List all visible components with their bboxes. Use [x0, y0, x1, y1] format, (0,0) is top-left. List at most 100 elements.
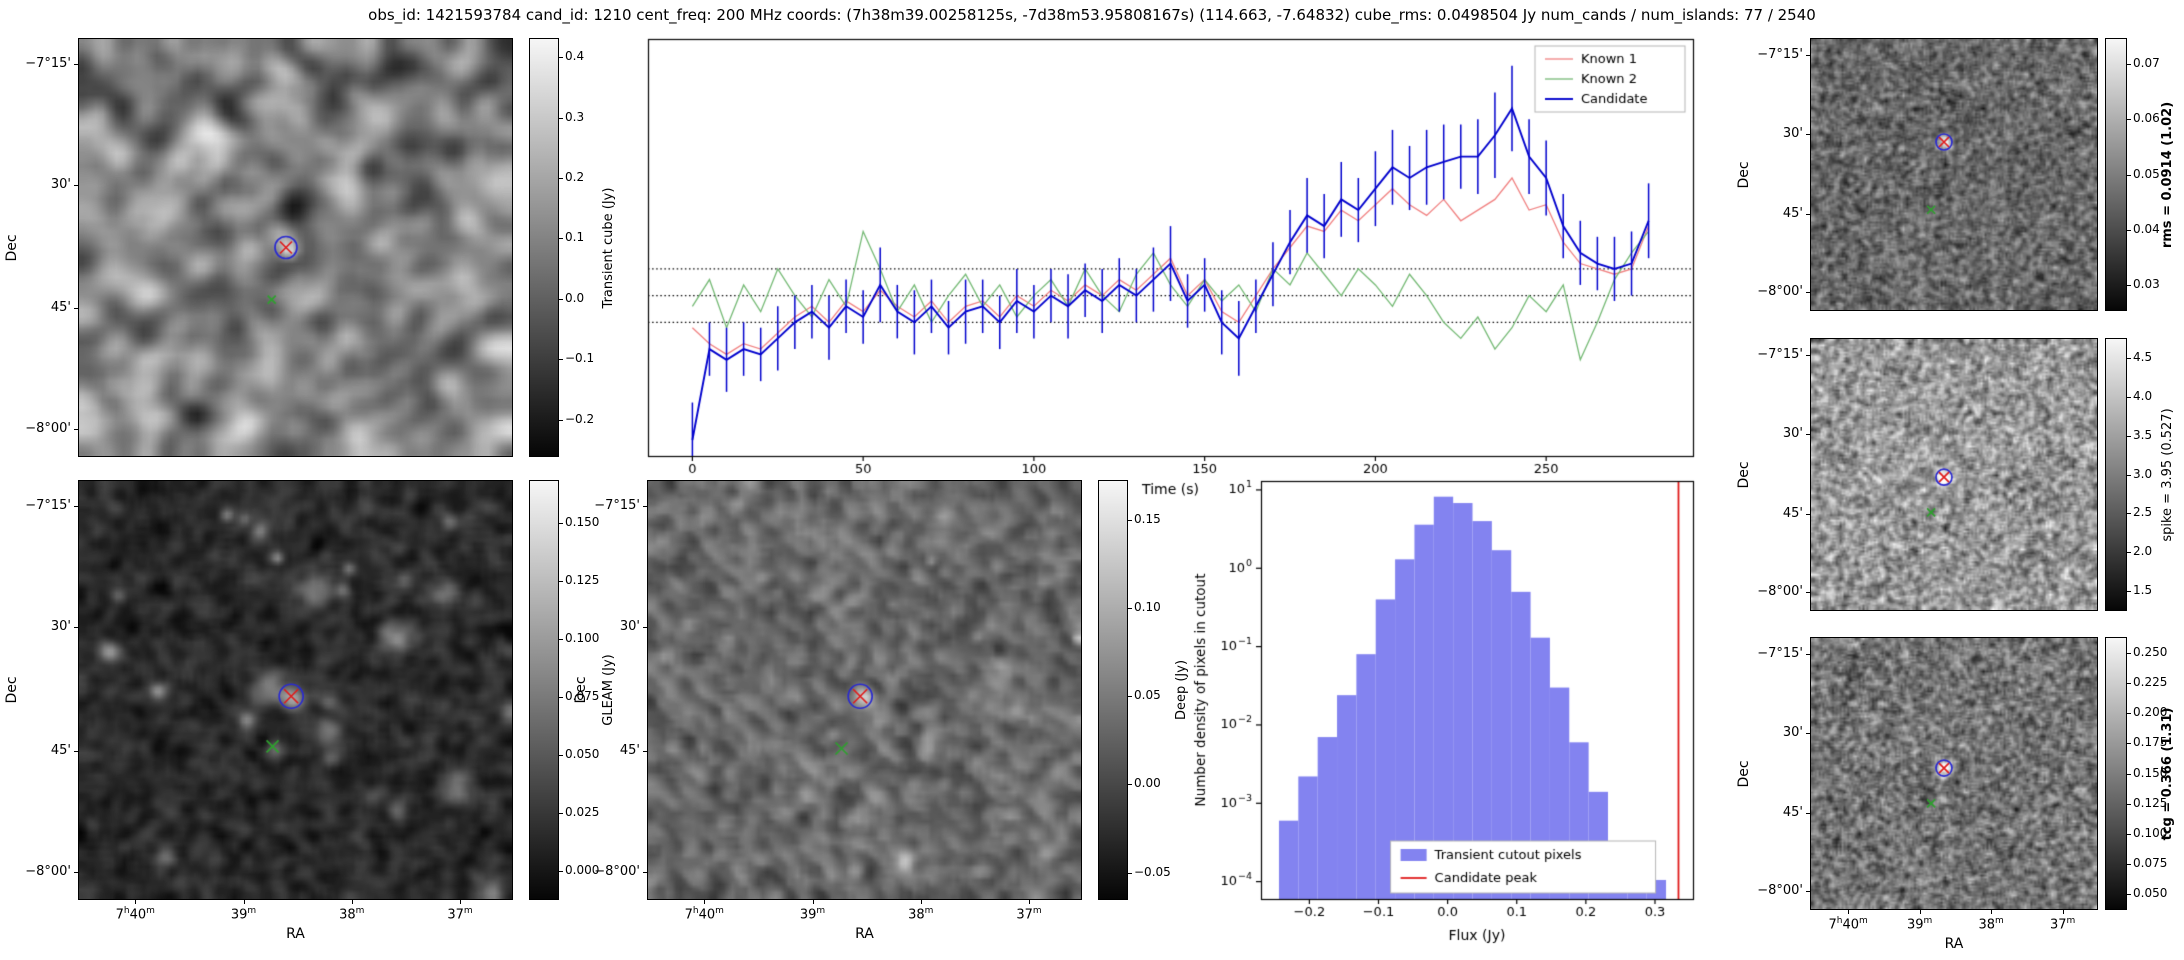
deep-y-axis-label: Dec: [573, 676, 589, 704]
tcg-colorbar-label: tcg = 0.366 (1.31): [2160, 707, 2175, 840]
spike-dec-tick-label: 45': [1782, 505, 1803, 521]
gleam-dec-tick-label: 30': [50, 619, 71, 635]
deep-ra-tick-label: 7h40m: [684, 906, 724, 923]
spike-colorbar-tickmark: [2127, 435, 2131, 437]
gleam-colorbar-tickmark: [559, 522, 563, 524]
spike-colorbar: [2105, 338, 2127, 611]
transient-cube-dec-tick-label: −8°00': [25, 420, 71, 436]
deep-colorbar-tickmark: [1128, 696, 1132, 698]
spike-colorbar-tick-label: 2.0: [2133, 543, 2153, 558]
tcg-dec-tickmark: [1806, 732, 1811, 734]
tcg-sky-image: [1810, 637, 2098, 910]
transient-cube-dec-tick-label: −7°15': [25, 56, 71, 72]
spike-colorbar-tickmark: [2127, 551, 2131, 553]
tcg-ra-tickmark: [1919, 909, 1921, 914]
tcg-colorbar-tick-label: 0.175: [2133, 735, 2168, 750]
rms-colorbar-tick-label: 0.03: [2133, 277, 2160, 292]
spike-colorbar-tickmark: [2127, 513, 2131, 515]
spike-dec-tickmark: [1806, 513, 1811, 515]
deep-x-axis-label: RA: [855, 926, 874, 942]
spike-y-axis-label: Dec: [1736, 460, 1752, 489]
transient-cube-colorbar-tickmark: [559, 298, 563, 300]
spike-colorbar-tickmark: [2127, 590, 2131, 592]
deep-ra-tickmark: [704, 899, 706, 904]
gleam-colorbar-tickmark: [559, 755, 563, 757]
transient-cube-colorbar-tickmark: [559, 57, 563, 59]
tcg-dec-tickmark: [1806, 891, 1811, 893]
rms-dec-tick-label: 45': [1782, 205, 1803, 221]
transient-cube-sky-image: [78, 38, 513, 457]
tcg-dec-tickmark: [1806, 654, 1811, 656]
gleam-sky-image: [78, 480, 513, 900]
gleam-dec-tickmark: [74, 750, 79, 752]
deep-colorbar-tick-label: 0.00: [1134, 776, 1161, 791]
gleam-colorbar-tick-label: 0.025: [565, 805, 600, 820]
deep-colorbar-tickmark: [1128, 519, 1132, 521]
rms-dec-tickmark: [1806, 55, 1811, 57]
gleam-dec-tickmark: [74, 871, 79, 873]
deep-ra-tickmark: [920, 899, 922, 904]
rms-colorbar: [2105, 38, 2127, 311]
gleam-ra-tickmark: [460, 899, 462, 904]
spike-colorbar-tick-label: 4.0: [2133, 389, 2153, 404]
tcg-colorbar-tickmark: [2127, 894, 2131, 896]
rms-colorbar-tickmark: [2127, 174, 2131, 176]
deep-ra-tickmark: [1029, 899, 1031, 904]
transient-cube-dec-tickmark: [74, 64, 79, 66]
gleam-ra-tickmark: [243, 899, 245, 904]
deep-dec-tickmark: [643, 506, 648, 508]
gleam-dec-tickmark: [74, 506, 79, 508]
rms-colorbar-tickmark: [2127, 63, 2131, 65]
tcg-dec-tick-label: −8°00': [1757, 883, 1803, 899]
spike-colorbar-tickmark: [2127, 358, 2131, 360]
deep-colorbar-tick-label: 0.05: [1134, 688, 1161, 703]
transient-cube-colorbar-tick-label: 0.2: [565, 170, 585, 184]
transient-cube-dec-tickmark: [74, 184, 79, 186]
gleam-ra-tickmark: [135, 899, 137, 904]
gleam-colorbar: [529, 480, 559, 900]
deep-dec-tick-label: 30': [619, 619, 640, 635]
tcg-colorbar-tick-label: 0.100: [2133, 825, 2168, 840]
rms-dec-tick-label: 30': [1782, 125, 1803, 141]
rms-colorbar-tick-label: 0.06: [2133, 111, 2160, 126]
tcg-ra-tickmark: [2062, 909, 2064, 914]
gleam-colorbar-tickmark: [559, 638, 563, 640]
tcg-colorbar-tickmark: [2127, 803, 2131, 805]
deep-ra-tick-label: 37m: [1016, 906, 1042, 923]
spike-colorbar-tick-label: 2.5: [2133, 505, 2153, 520]
tcg-ra-tickmark: [1848, 909, 1850, 914]
tcg-dec-tick-label: −7°15': [1757, 646, 1803, 662]
transient-cube-colorbar-tickmark: [559, 359, 563, 361]
deep-dec-tick-label: 45': [619, 742, 640, 758]
spike-dec-tick-label: 30': [1782, 425, 1803, 441]
gleam-ra-tick-label: 37m: [447, 906, 473, 923]
gleam-ra-tickmark: [351, 899, 353, 904]
gleam-dec-tick-label: −8°00': [25, 863, 71, 879]
transient-cube-colorbar-tick-label: −0.2: [565, 411, 595, 426]
deep-colorbar-tickmark: [1128, 784, 1132, 786]
gleam-colorbar-tickmark: [559, 871, 563, 873]
transient-cube-colorbar-tick-label: 0.3: [565, 109, 585, 124]
transient-cube-colorbar-tick-label: 0.4: [565, 49, 585, 64]
gleam-y-axis-label: Dec: [4, 676, 20, 704]
rms-colorbar-tick-label: 0.05: [2133, 166, 2160, 181]
tcg-colorbar-tick-label: 0.225: [2133, 674, 2168, 689]
deep-ra-tick-label: 39m: [799, 906, 826, 923]
gleam-colorbar-label: GLEAM (Jy): [601, 654, 616, 726]
tcg-colorbar-tickmark: [2127, 713, 2131, 714]
tcg-colorbar-tickmark: [2127, 743, 2131, 745]
tcg-ra-tick-label: 7h40m: [1828, 916, 1868, 933]
spike-dec-tickmark: [1806, 433, 1811, 435]
transient-cube-dec-tick-label: 45': [50, 299, 71, 315]
spike-dec-tick-label: −7°15': [1757, 347, 1803, 363]
transient-cube-colorbar-tick-label: −0.1: [565, 351, 595, 366]
transient-cube-colorbar: [529, 38, 559, 457]
deep-dec-tick-label: −7°15': [594, 498, 640, 514]
tcg-dec-tick-label: 45': [1782, 804, 1803, 820]
tcg-colorbar-tick-label: 0.125: [2133, 795, 2168, 810]
deep-colorbar-tick-label: 0.15: [1134, 511, 1161, 526]
rms-sky-image: [1810, 38, 2098, 311]
gleam-colorbar-tick-label: 0.050: [565, 747, 600, 762]
tcg-colorbar-tickmark: [2127, 652, 2131, 654]
